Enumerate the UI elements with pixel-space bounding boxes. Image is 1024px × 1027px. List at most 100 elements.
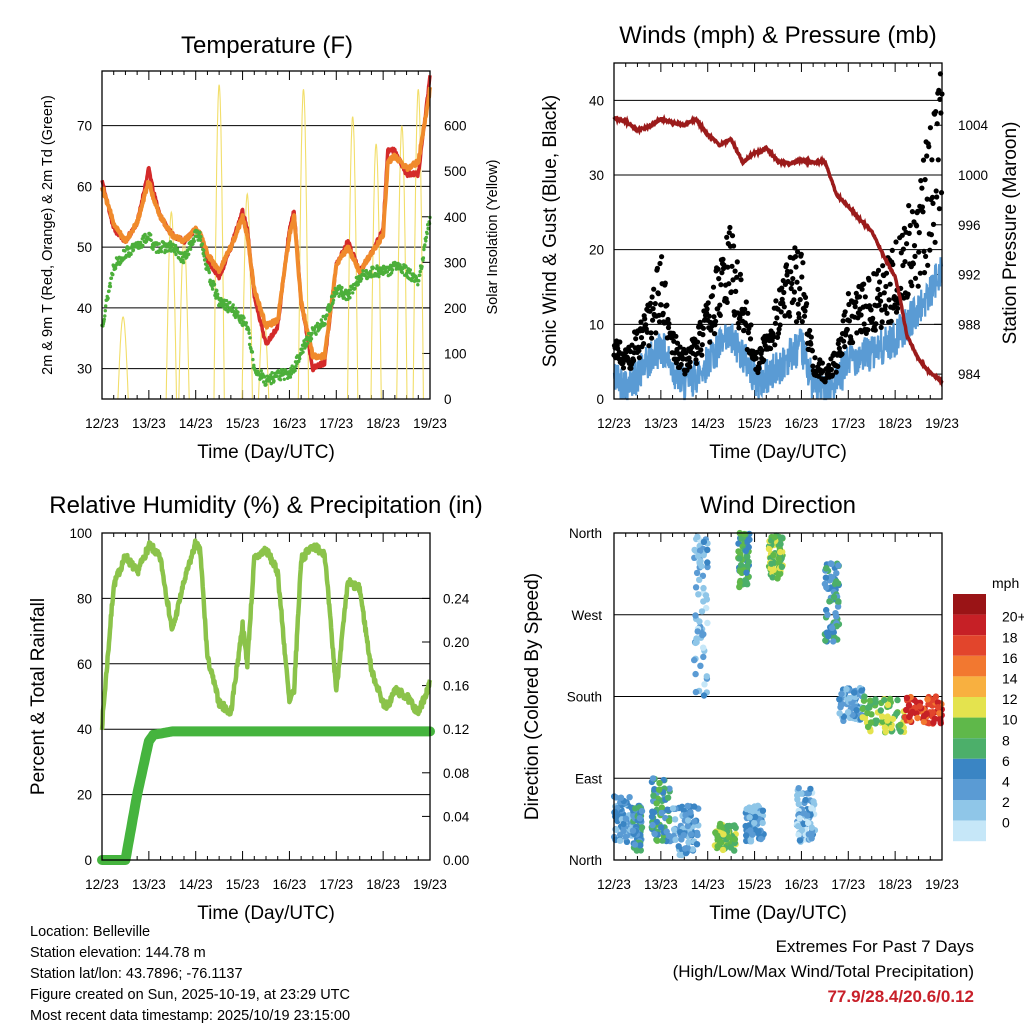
dewpoint-point	[113, 266, 118, 270]
gust-point	[877, 291, 883, 298]
dewpoint-point	[199, 235, 203, 239]
direction-point	[703, 673, 710, 680]
direction-point	[664, 794, 672, 801]
gust-point	[920, 209, 926, 215]
dewpoint-point	[262, 380, 266, 384]
gust-point	[747, 336, 754, 342]
winds-title: Winds (mph) & Pressure (mb)	[619, 22, 936, 49]
direction-xtick-label: 12/23	[597, 877, 631, 892]
solar-insolation-peak	[165, 210, 178, 400]
gust-point	[633, 336, 639, 342]
gust-point	[883, 270, 890, 276]
humidity-ytick-right-label: 0.20	[443, 635, 469, 650]
dewpoint-point	[207, 270, 211, 275]
dewpoint-point	[202, 254, 206, 258]
gust-point	[935, 157, 941, 163]
dewpoint-point	[248, 336, 252, 340]
humidity-ytick-label: 60	[77, 657, 92, 672]
dewpoint-point	[275, 374, 279, 378]
dewpoint-point	[228, 300, 232, 305]
gust-point	[802, 308, 808, 314]
dewpoint-point	[410, 278, 414, 283]
gust-point	[807, 327, 813, 334]
gust-point	[919, 185, 925, 191]
direction-point	[687, 809, 694, 816]
dewpoint-point	[408, 271, 412, 275]
dewpoint-point	[297, 359, 301, 364]
gust-point	[798, 251, 804, 257]
gust-point	[777, 322, 783, 328]
gust-point	[782, 313, 788, 319]
direction-point	[678, 836, 685, 843]
dewpoint-point	[108, 284, 113, 289]
direction-point	[836, 696, 843, 703]
gust-point	[711, 331, 718, 337]
gust-point	[927, 125, 934, 131]
direction-point	[924, 696, 931, 703]
legend-swatch	[953, 738, 986, 759]
temperature-ytick-right-label: 400	[444, 210, 467, 225]
gust-point	[912, 275, 919, 281]
gust-point	[906, 203, 912, 209]
dewpoint-point	[173, 243, 178, 248]
gust-point	[790, 276, 796, 282]
direction-point	[836, 710, 843, 717]
gust-point	[729, 233, 736, 239]
direction-point	[725, 833, 733, 841]
dewpoint-point	[321, 314, 325, 319]
direction-point	[670, 826, 678, 833]
gust-point	[845, 291, 852, 297]
precipitation-line	[97, 726, 435, 865]
gust-point	[791, 297, 797, 303]
temperature-ytick-right-label: 0	[444, 392, 452, 407]
direction-point	[859, 714, 866, 721]
gust-point	[705, 300, 711, 306]
gust-point	[865, 327, 871, 333]
gust-point	[796, 311, 802, 317]
gust-point	[673, 333, 679, 339]
direction-point	[866, 697, 874, 704]
solar-insolation-peak	[297, 89, 310, 400]
gust-point	[717, 302, 723, 308]
legend-label: 10	[1002, 712, 1018, 728]
gust-point	[792, 254, 799, 260]
dewpoint-point	[174, 252, 178, 257]
humidity-line	[99, 538, 433, 731]
gust-point	[856, 294, 863, 300]
gust-point	[791, 289, 798, 295]
gust-point	[772, 342, 778, 348]
direction-point	[889, 715, 897, 723]
gust-point	[776, 326, 782, 332]
temperature-xtick-label: 14/23	[179, 416, 213, 431]
dewpoint-point	[363, 274, 367, 278]
direction-point	[749, 807, 756, 815]
gust-point	[648, 330, 654, 336]
gust-point	[756, 365, 762, 372]
gust-point	[713, 318, 719, 324]
direction-point	[903, 694, 911, 702]
direction-point	[704, 619, 711, 627]
direction-point	[672, 836, 679, 843]
gust-point	[787, 313, 793, 319]
gust-point	[724, 299, 730, 305]
gust-point	[793, 319, 800, 325]
gust-point	[930, 221, 937, 227]
gust-point	[697, 319, 703, 325]
winds-ytick-right-label: 1004	[958, 118, 989, 133]
gust-point	[883, 283, 889, 290]
dewpoint-point	[129, 252, 133, 256]
dewpoint-point	[310, 331, 314, 336]
gust-point	[737, 314, 743, 320]
gust-point	[729, 263, 735, 269]
direction-point	[833, 570, 840, 577]
direction-point	[736, 579, 744, 586]
gust-point	[694, 344, 700, 350]
direction-point	[864, 723, 872, 731]
temperature-title: Temperature (F)	[181, 32, 353, 59]
temperature-xtick-label: 16/23	[273, 416, 307, 431]
direction-point	[700, 584, 707, 592]
dewpoint-point	[294, 364, 298, 368]
winds-ytick-label: 40	[589, 93, 604, 108]
direction-point	[858, 687, 865, 694]
